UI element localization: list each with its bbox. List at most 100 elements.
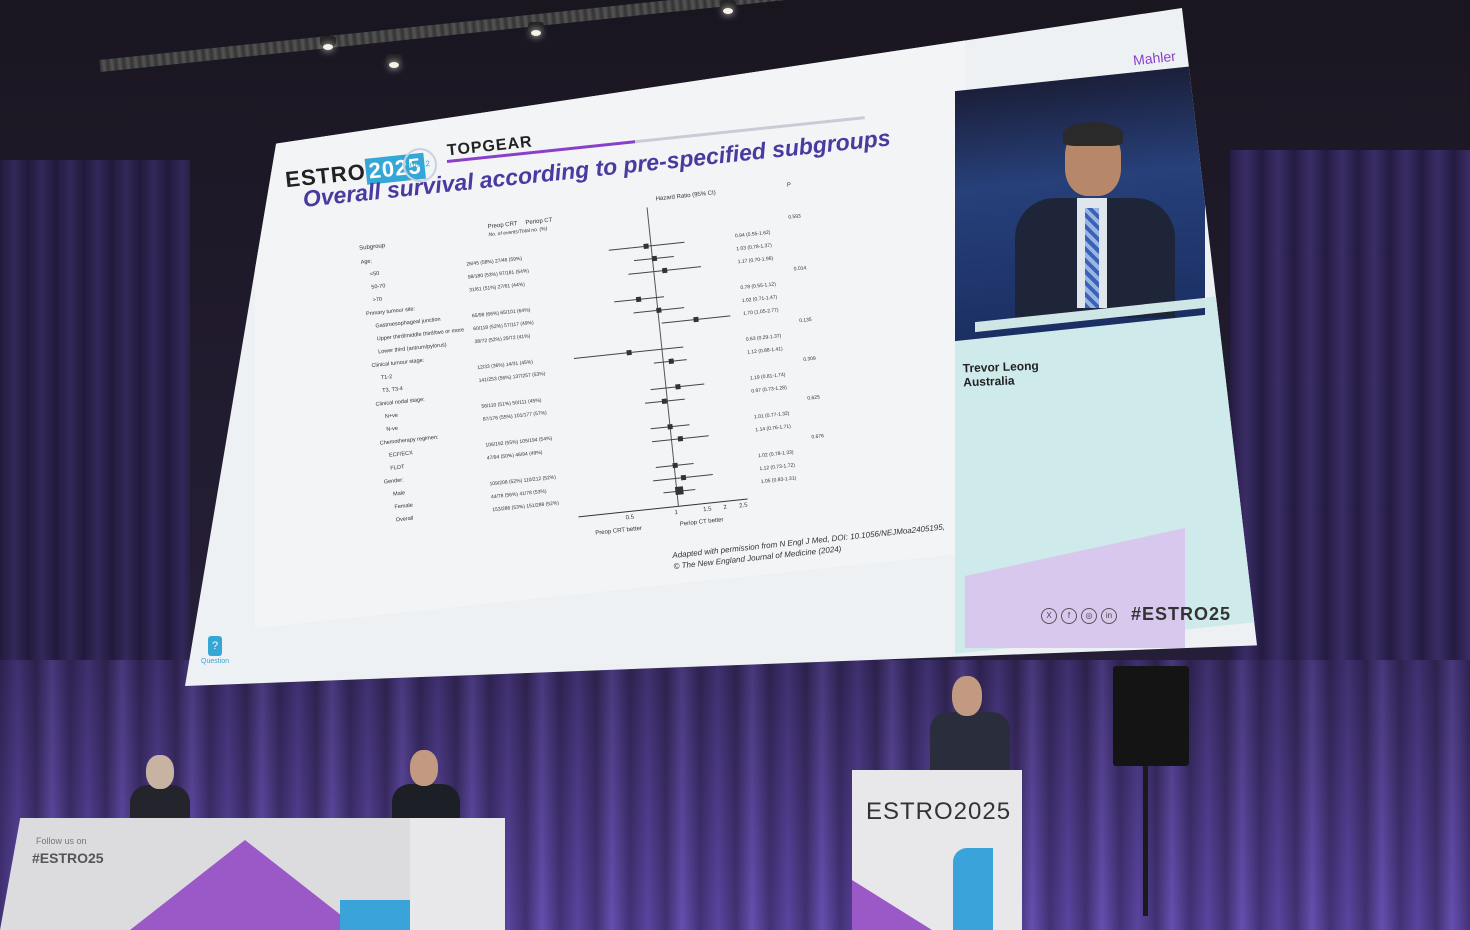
- reference-line: [646, 207, 679, 506]
- right-curtain: [1230, 150, 1470, 710]
- forest-row-events: 141/253 (56%) 137/257 (53%): [478, 371, 546, 384]
- forest-row-events: 47/94 (50%) 46/94 (49%): [486, 449, 543, 462]
- forest-point: [672, 462, 678, 468]
- forest-row-hr: 1.05 (0.83-1.31): [760, 475, 797, 486]
- axis-tick-label: 0.5: [625, 514, 635, 522]
- forest-row-label: Male: [392, 490, 406, 498]
- forest-row-events: 12/33 (36%) 14/31 (45%): [477, 359, 534, 372]
- event-hashtag: #ESTRO25: [1131, 604, 1232, 624]
- question-button[interactable]: ? Question: [201, 636, 229, 665]
- forest-point: [661, 267, 668, 273]
- forest-row-hr: 1.14 (0.76-1.71): [755, 423, 792, 434]
- forest-row-events: 26/45 (58%) 27/46 (59%): [466, 255, 523, 268]
- forest-row-label: FLOT: [390, 464, 405, 472]
- axis-tick-label: 1.5: [702, 506, 712, 514]
- forest-point: [667, 358, 674, 364]
- forest-row-label: Upper third/middle third/two or more: [376, 327, 465, 343]
- forest-point: [675, 486, 685, 495]
- forest-row-p: 0.593: [788, 213, 802, 221]
- axis-tick-label: 2.5: [738, 502, 748, 510]
- forest-point: [626, 349, 632, 355]
- forest-row-label: Clinical tumour stage:: [371, 357, 425, 370]
- presenter-tag: Mahler: [1132, 47, 1177, 69]
- question-icon: ?: [208, 636, 223, 656]
- forest-row-label: Female: [394, 502, 414, 511]
- forest-point: [674, 383, 681, 389]
- forest-row-events: 44/78 (56%) 41/78 (53%): [490, 488, 547, 501]
- col-periop: Periop CT: [525, 217, 553, 227]
- desk-follow-text: Follow us on: [36, 836, 87, 846]
- forest-row-label: N-ve: [386, 425, 399, 433]
- forest-row-hr: 0.63 (0.29-1.37): [745, 333, 782, 343]
- stage-light: [320, 36, 336, 50]
- forest-point: [667, 423, 673, 429]
- forest-row-hr: 1.17 (0.70-1.96): [737, 255, 774, 266]
- axis-tick-label: 1: [674, 509, 679, 517]
- forest-point: [655, 307, 662, 313]
- forest-row-label: Gastroesophageal junction: [375, 316, 441, 330]
- forest-row-events: 87/176 (55%) 101/177 (57%): [482, 410, 548, 423]
- col-p: P: [786, 182, 792, 189]
- pa-speaker: [1113, 666, 1189, 766]
- forest-point: [651, 255, 657, 261]
- forest-row-events: 109/208 (52%) 110/212 (52%): [489, 474, 557, 488]
- forest-row-hr: 1.12 (0.88-1.41): [746, 346, 783, 356]
- forest-row-events: 98/180 (53%) 97/181 (54%): [467, 268, 530, 281]
- forest-row-hr: 0.97 (0.73-1.28): [751, 384, 788, 395]
- forest-row-label: ECF/ECX: [388, 450, 414, 459]
- forest-row-events: 31/61 (51%) 27/61 (44%): [468, 281, 526, 294]
- forest-row-events: 153/286 (53%) 151/288 (52%): [492, 500, 560, 514]
- hr-axis: [578, 498, 748, 518]
- forest-row-hr: 1.02 (0.78-1.33): [757, 449, 794, 460]
- facebook-icon: f: [1061, 608, 1077, 624]
- forest-row-events: 56/110 (51%) 50/111 (45%): [481, 397, 542, 410]
- forest-row-label: Gender:: [383, 477, 404, 486]
- social-icons: X f ◎ in: [1041, 608, 1117, 624]
- favor-left-label: Preop CRT better: [595, 525, 643, 537]
- forest-row-label: Primary tumour site:: [365, 306, 416, 318]
- desk-hashtag: #ESTRO25: [32, 850, 104, 866]
- forest-row-events: 65/98 (66%) 65/101 (64%): [471, 307, 531, 320]
- forest-row-hr: 1.12 (0.73-1.72): [759, 462, 796, 473]
- forest-row-events: 106/192 (55%) 105/194 (54%): [485, 435, 553, 449]
- desk-blue-shape: [340, 900, 410, 930]
- forest-point: [661, 397, 668, 404]
- forest-row-p: 0.135: [798, 316, 813, 325]
- forest-row-label: Age:: [360, 258, 373, 266]
- forest-row-hr: 1.02 (0.71-1.47): [741, 294, 778, 305]
- forest-row-label: Clinical nodal stage:: [375, 396, 425, 408]
- stage-light: [386, 54, 402, 68]
- desk-side: [410, 818, 505, 930]
- forest-row-p: 0.309: [803, 355, 817, 363]
- forest-point: [643, 243, 649, 249]
- favor-right-label: Periop CT better: [679, 517, 724, 528]
- forest-row-p: 0.014: [793, 265, 807, 273]
- forest-row-hr: 1.03 (0.78-1.37): [736, 242, 773, 253]
- forest-row-label: >70: [372, 296, 383, 304]
- axis-tick-label: 2: [723, 504, 728, 512]
- instagram-icon: ◎: [1081, 608, 1097, 624]
- stage-light: [720, 0, 736, 14]
- speaker-caption: Trevor Leong Australia: [962, 358, 1039, 390]
- forest-row-label: T3, T3-4: [381, 386, 404, 395]
- forest-row-events: 60/118 (52%) 57/117 (49%): [473, 319, 534, 333]
- forest-row-label: T1-2: [380, 374, 393, 382]
- podium-logo: ESTRO2025: [866, 798, 1012, 825]
- forest-row-label: Chemotherapy regimen:: [379, 434, 439, 447]
- left-curtain: [0, 160, 190, 720]
- speaker-stand: [1143, 766, 1148, 916]
- forest-plot: Subgroup Preop CRT Periop CT No. of even…: [355, 159, 862, 586]
- forest-point: [693, 316, 699, 322]
- forest-row-label: <50: [369, 270, 380, 278]
- col-subgroup: Subgroup: [358, 243, 386, 252]
- forest-row-label: Overall: [395, 515, 414, 524]
- stage-light: [528, 22, 544, 36]
- x-icon: X: [1041, 608, 1057, 624]
- forest-row-label: N+ve: [384, 412, 399, 420]
- forest-row-hr: 0.78 (0.55-1.12): [740, 281, 777, 292]
- linkedin-icon: in: [1101, 608, 1117, 624]
- forest-row-label: 50-70: [371, 283, 386, 291]
- presenter-video-figure: [1005, 118, 1175, 318]
- forest-point: [677, 435, 683, 442]
- podium-blue-shape: [953, 848, 993, 930]
